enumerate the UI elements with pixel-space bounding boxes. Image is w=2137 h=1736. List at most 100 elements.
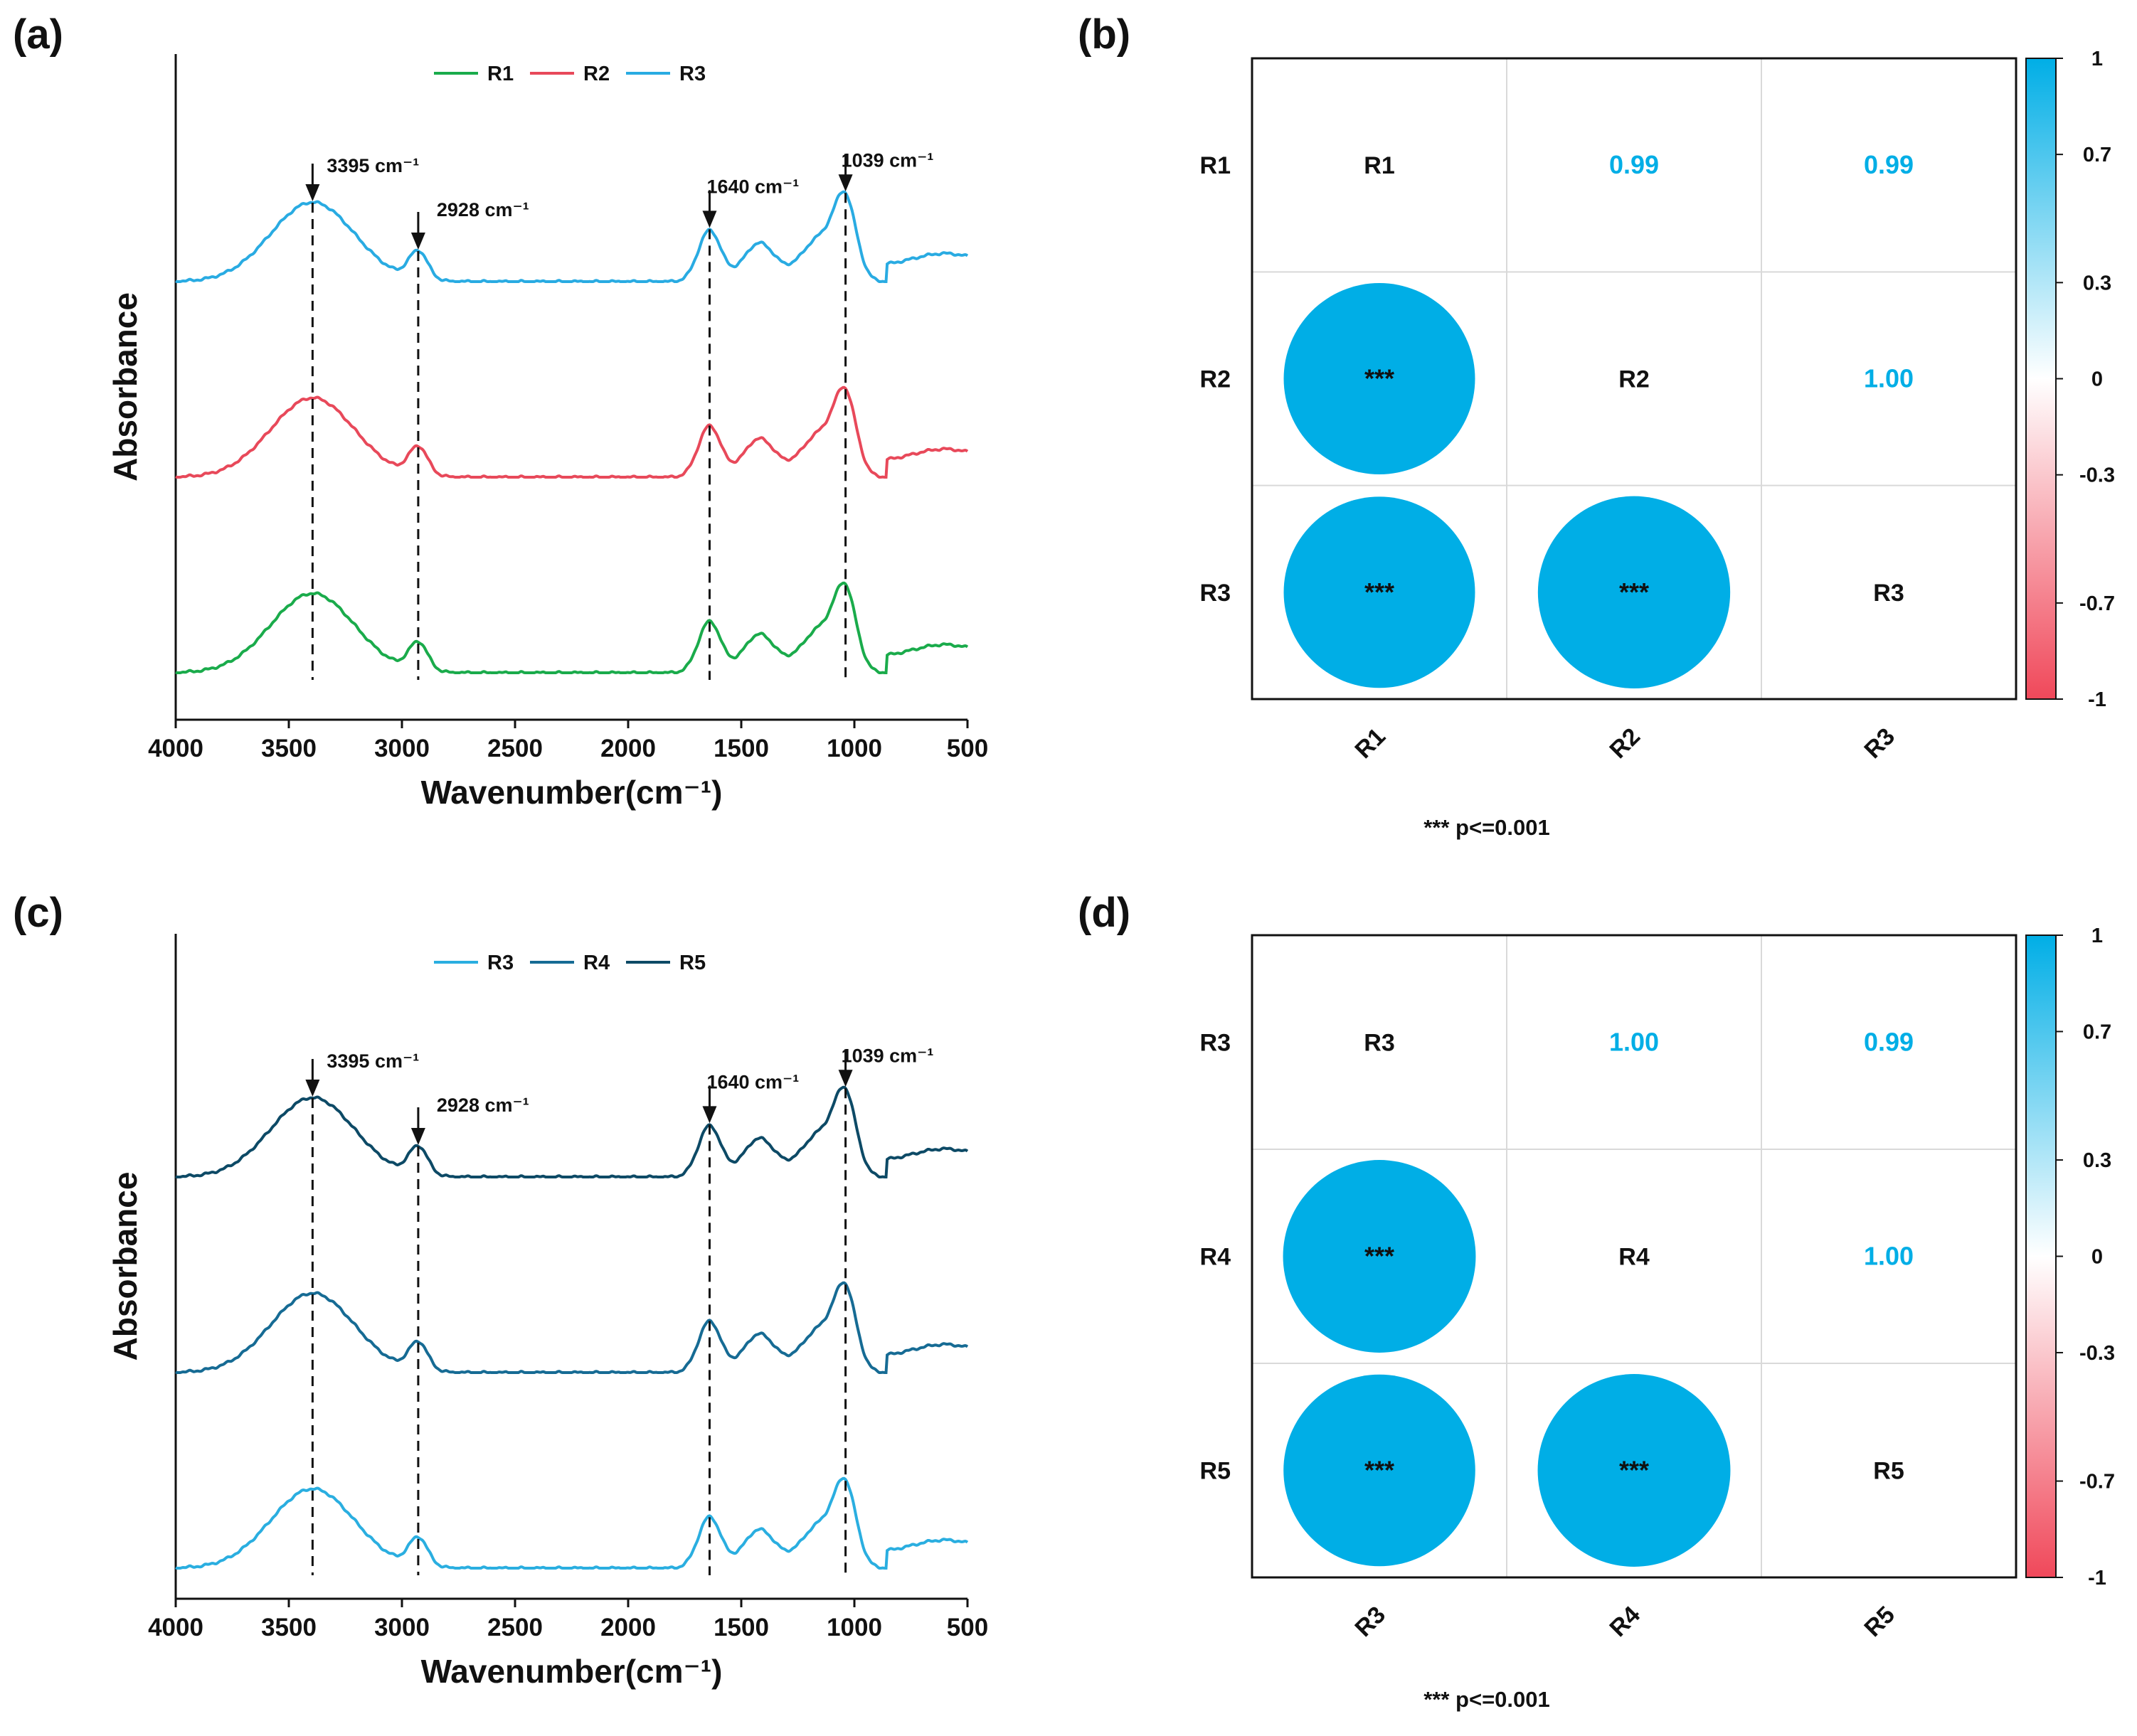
y-axis-title: Absorbance	[107, 292, 144, 481]
significance-note: *** p<=0.001	[1423, 815, 1550, 840]
x-tick-label: 3500	[261, 1614, 317, 1641]
x-tick-label: 1000	[827, 735, 882, 762]
spectra-panel-c: (c) 4000 3500 3000 2500 2000 1500 1000 500 Wavenu…	[13, 890, 988, 1690]
legend-label-R3: R3	[679, 63, 706, 85]
series-line-R4	[175, 1281, 969, 1374]
spectra-panel-a: (a) 4000 3500 3000 2500 2000 1500 1000 500 Wavenu…	[13, 11, 988, 811]
x-tick-label: 2500	[487, 1614, 543, 1641]
coefficient-label: 1.00	[1609, 1028, 1659, 1057]
matrix-frame	[1251, 934, 2017, 1579]
coefficient-label: 0.99	[1864, 1028, 1914, 1057]
peak-label: 1039 cm⁻¹	[842, 149, 934, 171]
peak-arrow-head	[702, 1106, 717, 1124]
colorbar-tick-label: 0.7	[2083, 1021, 2111, 1043]
peak-label: 1039 cm⁻¹	[842, 1045, 934, 1066]
legend-label-R1: R1	[487, 63, 514, 85]
row-label: R5	[1200, 1458, 1231, 1485]
colorbar-tick-label: 0	[2091, 368, 2103, 391]
peak-arrow-head	[305, 184, 320, 202]
x-axis-title: Wavenumber(cm⁻¹)	[421, 1653, 723, 1690]
peak-arrow-head	[410, 1127, 425, 1145]
y-axis-title: Absorbance	[107, 1172, 144, 1361]
colorbar	[2025, 934, 2057, 1578]
series-line-R3	[175, 190, 969, 283]
peak-label: 2928 cm⁻¹	[437, 199, 529, 220]
colorbar	[2025, 58, 2057, 700]
series-line-R1	[175, 581, 969, 674]
significance-label: ***	[1619, 1456, 1649, 1485]
coefficient-label: 0.99	[1864, 150, 1914, 179]
peak-arrow-head	[838, 1070, 853, 1087]
legend-label-R2: R2	[583, 63, 610, 85]
panel-label: (b)	[1078, 11, 1130, 58]
x-tick-label: 2000	[600, 735, 656, 762]
significance-label: ***	[1364, 1242, 1394, 1271]
peak-arrow-head	[838, 174, 853, 192]
colorbar-tick-label: 0.7	[2083, 144, 2111, 166]
x-tick-label: 3500	[261, 735, 317, 762]
peak-arrow-head	[702, 211, 717, 228]
colorbar-tick-label: -0.3	[2079, 464, 2115, 487]
colorbar-tick-label: -0.7	[2079, 1471, 2115, 1493]
peak-arrow-head	[410, 232, 425, 250]
peak-label: 3395 cm⁻¹	[327, 1050, 419, 1072]
colorbar-tick-label: 0	[2091, 1246, 2103, 1269]
x-tick-label: 2000	[600, 1614, 656, 1641]
series-line-R2	[175, 385, 969, 479]
x-tick-label: 1000	[827, 1614, 882, 1641]
significance-label: ***	[1364, 364, 1394, 393]
series-line-R5	[175, 1085, 969, 1178]
diagonal-label: R3	[1873, 580, 1904, 607]
series-line-R3	[175, 1476, 969, 1570]
correlation-circle	[1283, 1374, 1475, 1567]
x-tick-label: 4000	[148, 1614, 203, 1641]
panel-label: (c)	[13, 890, 63, 936]
diagonal-label: R1	[1364, 152, 1394, 179]
x-tick-label: 2500	[487, 735, 543, 762]
significance-label: ***	[1364, 577, 1394, 607]
coefficient-label: 1.00	[1864, 1242, 1914, 1271]
colorbar-tick-label: -0.3	[2079, 1342, 2115, 1365]
legend-label-R5: R5	[679, 952, 706, 974]
colorbar-tick-label: -1	[2088, 688, 2106, 711]
correlation-circle	[1283, 496, 1475, 688]
row-label: R2	[1200, 366, 1231, 393]
row-label: R1	[1200, 152, 1231, 179]
correlation-circle	[1537, 496, 1731, 688]
peak-label: 2928 cm⁻¹	[437, 1095, 529, 1116]
panel-label: (a)	[13, 11, 63, 58]
diagonal-label: R4	[1618, 1244, 1650, 1271]
diagonal-label: R3	[1364, 1030, 1394, 1057]
significance-label: ***	[1364, 1456, 1394, 1485]
correlation-circle	[1537, 1374, 1731, 1567]
panel-label: (d)	[1078, 890, 1130, 936]
row-label: R4	[1200, 1244, 1231, 1271]
colorbar-tick-label: 0.3	[2083, 272, 2111, 294]
row-label: R3	[1200, 1030, 1231, 1057]
correlation-circle	[1283, 283, 1475, 474]
significance-note: *** p<=0.001	[1423, 1687, 1550, 1712]
colorbar-tick-label: 0.3	[2083, 1149, 2111, 1172]
x-tick-label: 3000	[374, 1614, 430, 1641]
legend-label-R4: R4	[583, 952, 610, 974]
peak-label: 1640 cm⁻¹	[706, 1071, 799, 1092]
colorbar-tick-label: 1	[2091, 48, 2103, 70]
coefficient-label: 0.99	[1609, 150, 1659, 179]
coefficient-label: 1.00	[1864, 364, 1914, 393]
x-tick-label: 500	[947, 735, 988, 762]
peak-label: 3395 cm⁻¹	[327, 155, 419, 176]
peak-label: 1640 cm⁻¹	[706, 176, 799, 197]
colorbar-tick-label: -1	[2088, 1567, 2106, 1589]
significance-label: ***	[1619, 577, 1649, 607]
diagonal-label: R5	[1873, 1458, 1904, 1485]
matrix-frame	[1251, 57, 2017, 701]
row-label: R3	[1200, 580, 1231, 607]
legend-label-R3: R3	[487, 952, 514, 974]
x-tick-label: 1500	[714, 1614, 769, 1641]
x-axis-title: Wavenumber(cm⁻¹)	[421, 774, 723, 811]
peak-arrow-head	[305, 1080, 320, 1097]
colorbar-tick-label: -0.7	[2079, 592, 2115, 615]
colorbar-tick-label: 1	[2091, 925, 2103, 947]
x-tick-label: 4000	[148, 735, 203, 762]
